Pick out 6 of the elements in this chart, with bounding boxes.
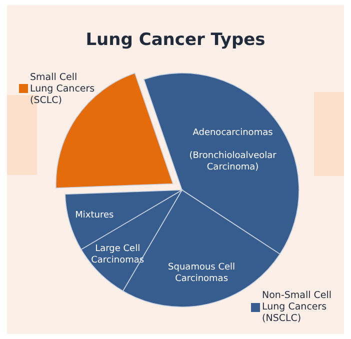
chart-title: Lung Cancer Types — [86, 30, 266, 50]
legend-label: Small Cell Lung Cancers (SCLC) — [30, 72, 95, 106]
slice-label: Mixtures — [75, 211, 114, 222]
slice-label: Squamous Cell Carcinomas — [168, 262, 236, 284]
text: Non-Small Cell Lung Cancers (NSCLC) — [262, 290, 332, 324]
category-label: Adenocarcinomas (Bronchioloalveolar Carcinoma) — [189, 128, 276, 174]
